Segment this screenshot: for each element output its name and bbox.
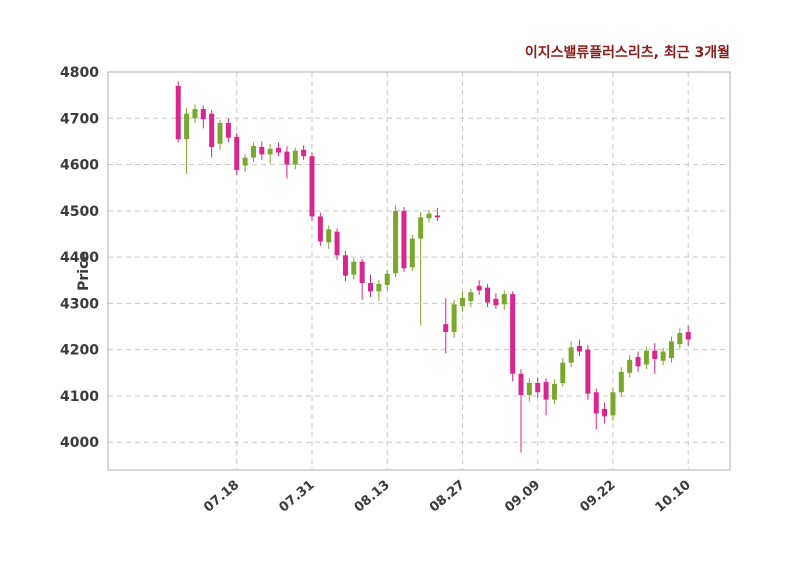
candle-down	[577, 345, 583, 352]
candle-up	[560, 362, 566, 383]
candle-up	[192, 109, 198, 119]
candle-up	[426, 213, 432, 219]
y-axis-label: Price	[76, 251, 92, 291]
candle-down	[342, 255, 348, 276]
candle-down	[652, 350, 658, 359]
candle-up	[677, 333, 683, 345]
candle-up	[468, 292, 474, 302]
x-tick-label: 08.13	[352, 478, 393, 516]
chart-title: 이지스밸류플러스리츠, 최근 3개월	[524, 45, 730, 61]
y-tick-label: 4500	[60, 204, 99, 220]
candle-down	[635, 357, 641, 367]
candle-down	[476, 285, 482, 291]
candle-down	[510, 294, 516, 374]
candle-down	[209, 113, 215, 147]
candle-down	[276, 147, 282, 153]
x-tick-label: 08.27	[427, 478, 468, 516]
candle-down	[485, 287, 491, 303]
candle-down	[368, 283, 374, 292]
candle-up	[451, 304, 457, 333]
candle-down	[543, 382, 549, 400]
candle-down	[593, 392, 599, 414]
candle-up	[618, 371, 624, 393]
candle-up	[242, 157, 248, 166]
plot-border	[107, 71, 731, 471]
candle-up	[501, 294, 507, 305]
candle-up	[409, 238, 415, 268]
candle-down	[234, 136, 240, 171]
x-tick-label: 07.31	[276, 478, 317, 516]
y-tick-label: 4700	[60, 111, 99, 127]
candle-up	[184, 113, 190, 140]
candle-down	[259, 146, 265, 155]
y-tick-label: 4300	[60, 296, 99, 312]
candle-up	[627, 359, 633, 373]
candle-up	[292, 150, 298, 165]
candle-down	[284, 151, 290, 165]
candle-down	[359, 261, 365, 284]
y-tick-label: 4100	[60, 389, 99, 405]
candle-up	[384, 273, 390, 285]
candle-down	[434, 215, 440, 218]
candle-down	[309, 156, 315, 217]
candle-down	[685, 332, 691, 340]
candle-up	[610, 392, 616, 416]
y-tick-label: 4800	[60, 65, 99, 81]
candle-up	[551, 383, 557, 400]
y-tick-label: 4400	[60, 250, 99, 266]
x-tick-label: 09.22	[577, 478, 618, 516]
candle-up	[418, 217, 424, 239]
candle-down	[602, 408, 608, 417]
candle-up	[526, 382, 532, 396]
y-tick-label: 4200	[60, 343, 99, 359]
candle-down	[317, 216, 323, 242]
candle-down	[225, 122, 231, 138]
candle-down	[200, 109, 206, 120]
x-tick-label: 09.09	[502, 478, 543, 516]
y-tick-label: 4000	[60, 435, 99, 451]
y-tick-label: 4600	[60, 158, 99, 174]
candle-down	[175, 85, 181, 140]
candle-down	[493, 298, 499, 306]
candle-down	[585, 349, 591, 394]
candle-down	[334, 231, 340, 256]
candle-down	[401, 210, 407, 269]
candle-down	[301, 149, 307, 157]
candle-up	[643, 350, 649, 365]
candle-up	[668, 341, 674, 359]
candle-up	[267, 148, 273, 155]
candle-up	[217, 122, 223, 144]
candle-down	[443, 324, 449, 333]
candle-down	[518, 373, 524, 396]
candle-up	[568, 347, 574, 363]
x-tick-label: 10.10	[653, 478, 694, 516]
candle-up	[660, 351, 666, 361]
candle-up	[351, 261, 357, 275]
candle-down	[535, 382, 541, 393]
x-tick-label: 07.18	[201, 478, 242, 516]
candle-up	[250, 146, 256, 158]
candle-up	[376, 283, 382, 292]
candle-up	[459, 297, 465, 307]
candle-up	[393, 210, 399, 274]
candle-up	[326, 229, 332, 243]
